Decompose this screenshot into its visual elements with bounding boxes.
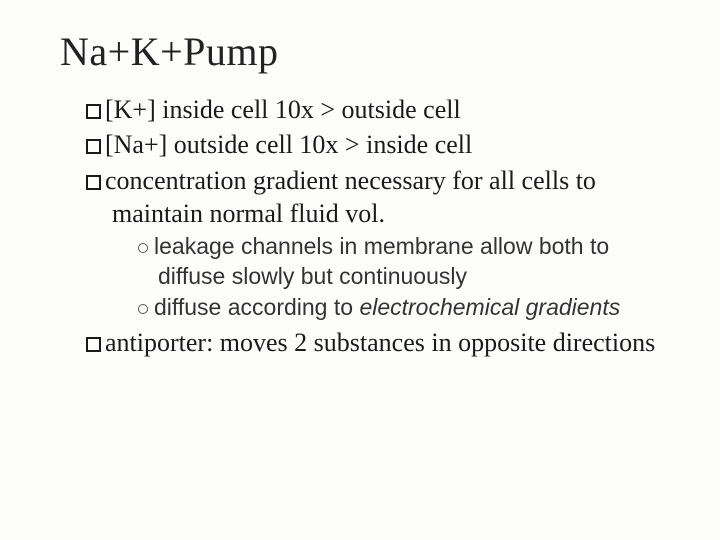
bullet-na-plus: [Na+] outside cell 10x > inside cell xyxy=(86,128,670,161)
square-bullet-icon xyxy=(86,337,101,352)
bullet-k-plus: [K+] inside cell 10x > outside cell xyxy=(86,93,670,126)
square-bullet-icon xyxy=(86,139,101,154)
sub-bullet-diffuse: diffuse according to electrochemical gra… xyxy=(138,293,670,322)
bullet-prefix: antiporter: xyxy=(105,328,213,357)
bullet-prefix: [K+] xyxy=(105,95,156,124)
bullet-antiporter: antiporter: moves 2 substances in opposi… xyxy=(86,326,670,359)
bullet-text: outside cell 10x > inside cell xyxy=(167,130,472,159)
slide: Na+K+Pump [K+] inside cell 10x > outside… xyxy=(0,0,720,540)
bullet-prefix: [Na+] xyxy=(105,130,167,159)
sub-bullet-text: leakage channels in membrane allow both … xyxy=(154,233,609,288)
sub-bullet-text-italic: electrochemical gradients xyxy=(359,294,620,320)
bullet-text: inside cell 10x > outside cell xyxy=(156,95,461,124)
bullet-prefix: concentration xyxy=(105,166,247,195)
ring-bullet-icon xyxy=(138,304,148,314)
sub-bullet-text-plain: diffuse according to xyxy=(154,294,359,320)
square-bullet-icon xyxy=(86,175,101,190)
slide-title: Na+K+Pump xyxy=(60,28,670,75)
bullet-concentration: concentration gradient necessary for all… xyxy=(86,164,670,231)
square-bullet-icon xyxy=(86,104,101,119)
ring-bullet-icon xyxy=(138,243,148,253)
sub-bullet-leakage: leakage channels in membrane allow both … xyxy=(138,232,670,291)
bullet-text: moves 2 substances in opposite direction… xyxy=(213,328,655,357)
